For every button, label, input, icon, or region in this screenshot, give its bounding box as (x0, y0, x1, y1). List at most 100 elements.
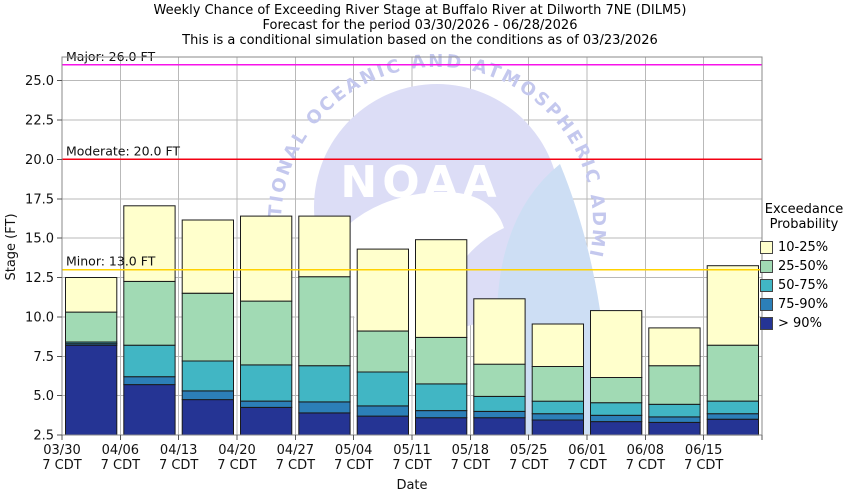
bar-segment (123, 205, 176, 282)
x-tick-sublabel: 7 CDT (42, 458, 81, 473)
bar-segment (531, 366, 585, 402)
bar-segment (181, 399, 234, 436)
bar-segment (473, 395, 526, 412)
x-tick-label: 06/08 (627, 443, 664, 458)
x-tick-sublabel: 7 CDT (101, 458, 140, 473)
legend-item: 25-50% (758, 257, 850, 276)
legend-swatch-icon (760, 298, 773, 311)
y-tick-label: 20.0 (25, 153, 54, 168)
legend-item: 50-75% (758, 276, 850, 295)
y-tick-label: 17.5 (25, 192, 54, 207)
bar-segment (590, 414, 643, 423)
y-tick-label: 10.0 (25, 310, 54, 325)
bar-segment (65, 311, 118, 343)
x-tick-label: 04/27 (277, 443, 314, 458)
legend-swatch-icon (760, 260, 773, 273)
bar-segment (123, 384, 176, 436)
bar-segment (531, 400, 585, 415)
bar-segment (123, 376, 176, 386)
bar-segment (240, 400, 293, 408)
threshold-label: Moderate: 20.0 FT (66, 143, 180, 158)
x-tick-label: 05/18 (452, 443, 489, 458)
y-tick-label: 7.5 (33, 350, 54, 365)
noaa-wave-icon (497, 164, 616, 434)
y-axis: 2.5 5.0 7.5 10.0 12.5 15.0 17.5 20.0 22.5 25.0 (25, 74, 62, 444)
bar-segment (356, 371, 410, 407)
legend-item: 10-25% (758, 238, 850, 257)
x-axis-title: Date (396, 478, 427, 493)
x-tick-label: 05/04 (335, 443, 372, 458)
bar-segment (65, 344, 118, 436)
threshold-label: Major: 26.0 FT (66, 49, 155, 64)
bar-segment (706, 344, 760, 402)
x-tick-sublabel: 7 CDT (684, 458, 723, 473)
bar-segment (181, 292, 234, 362)
chart-title-block: Weekly Chance of Exceeding River Stage a… (0, 3, 840, 48)
chart-subtitle-conditions: This is a conditional simulation based o… (182, 33, 658, 48)
x-tick-sublabel: 7 CDT (626, 458, 665, 473)
bar-segment (473, 417, 526, 436)
x-tick-sublabel: 7 CDT (334, 458, 373, 473)
bar-segment (590, 377, 643, 404)
bar-segment (123, 280, 176, 346)
bar-segment (415, 239, 468, 338)
bar-segment (181, 390, 234, 401)
legend-title-line2: Probability (769, 217, 839, 232)
x-tick-label: 05/25 (510, 443, 547, 458)
legend-item-label: 50-75% (778, 278, 829, 293)
bar-segment (356, 330, 410, 373)
x-tick-sublabel: 7 CDT (159, 458, 198, 473)
y-axis-title: Stage (FT) (4, 213, 19, 280)
legend-item-label: 75-90% (778, 297, 829, 312)
bar-segment (123, 344, 176, 378)
x-tick-label: 05/11 (393, 443, 430, 458)
bar-segment (648, 365, 701, 405)
x-tick-sublabel: 7 CDT (451, 458, 490, 473)
legend-swatch-icon (760, 279, 773, 292)
bar-segment (706, 265, 760, 346)
x-tick-sublabel: 7 CDT (276, 458, 315, 473)
x-tick-sublabel: 7 CDT (567, 458, 606, 473)
bar-segment (298, 365, 351, 403)
x-tick-label: 04/06 (102, 443, 139, 458)
legend-item-label: 25-50% (778, 259, 829, 274)
legend-item: 75-90% (758, 295, 850, 314)
threshold-label: Minor: 13.0 FT (66, 254, 156, 269)
bar-segment (356, 415, 410, 436)
chart-subtitle-period: Forecast for the period 03/30/2026 - 06/… (262, 18, 578, 33)
bar-segment (240, 300, 293, 366)
bar-segment (240, 364, 293, 402)
bar-segment (473, 410, 526, 419)
bar-segment (706, 413, 760, 420)
x-tick-sublabel: 7 CDT (392, 458, 431, 473)
bar-segment (648, 421, 701, 436)
legend-title-line1: Exceedance (764, 202, 844, 217)
bar-segment (181, 360, 234, 392)
y-tick-label: 5.0 (33, 389, 54, 404)
bar-segment (356, 248, 410, 332)
bars (65, 205, 760, 436)
exceedance-legend: Exceedance Probability 10-25% 25-50% 50-… (758, 202, 850, 333)
bar-segment (531, 413, 585, 421)
bar-segment (473, 363, 526, 397)
bar-segment (706, 418, 760, 436)
x-tick-sublabel: 7 CDT (509, 458, 548, 473)
y-tick-label: 12.5 (25, 271, 54, 286)
bar-segment (531, 419, 585, 436)
x-tick-label: 03/30 (43, 443, 80, 458)
bar-segment (415, 417, 468, 436)
bar-segment (648, 327, 701, 367)
bar-segment (648, 416, 701, 423)
legend-swatch-icon (760, 317, 773, 330)
bar-segment (590, 402, 643, 416)
bar-segment (181, 219, 234, 294)
bar-segment (356, 405, 410, 417)
noaa-wordmark: NOAA (340, 157, 501, 208)
bar-segment (298, 276, 351, 367)
bar-segment (415, 410, 468, 419)
x-tick-sublabel: 7 CDT (217, 458, 256, 473)
bar-segment (415, 336, 468, 385)
